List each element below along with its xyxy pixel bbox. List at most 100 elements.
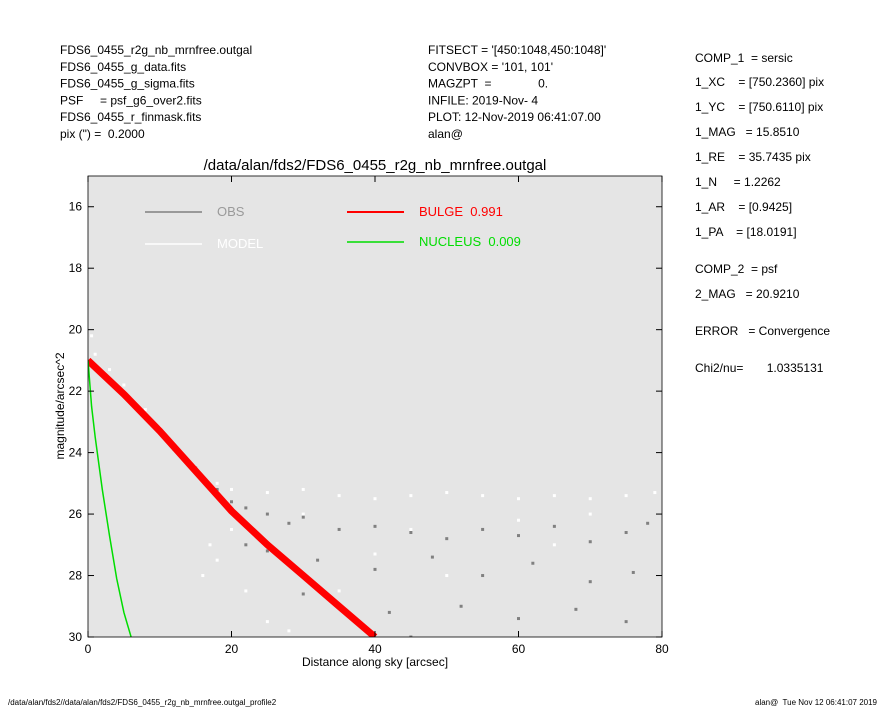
scatter-point xyxy=(409,635,413,637)
line-series xyxy=(88,360,132,637)
y-tick-label: 28 xyxy=(69,569,83,583)
scatter-point xyxy=(445,491,449,495)
scatter-point xyxy=(588,497,592,501)
x-tick-label: 40 xyxy=(368,642,382,656)
scatter-point xyxy=(373,524,377,528)
scatter-point xyxy=(244,589,248,593)
scatter-point xyxy=(90,334,94,338)
scatter-point xyxy=(93,352,97,356)
scatter-point xyxy=(653,491,657,495)
header-left-line: FDS6_0455_r2g_nb_mrnfree.outgal xyxy=(60,43,252,57)
legend-label: OBS xyxy=(217,204,245,219)
scatter-point xyxy=(481,574,485,578)
scatter-point xyxy=(517,518,520,522)
scatter-point xyxy=(445,537,449,541)
chart-title: /data/alan/fds2/FDS6_0455_r2g_nb_mrnfree… xyxy=(204,157,547,174)
header-right-line: 1_N = 1.2262 xyxy=(695,175,781,189)
header-right-line: ERROR = Convergence xyxy=(695,324,830,338)
y-tick-label: 18 xyxy=(69,261,83,275)
scatter-point xyxy=(409,494,413,498)
scatter-point xyxy=(143,408,147,412)
scatter-point xyxy=(337,527,341,531)
plot-layer xyxy=(88,334,657,637)
header-right-line: Chi2/nu= 1.0335131 xyxy=(695,361,824,375)
scatter-point xyxy=(624,620,628,624)
header-right-line: 1_MAG = 15.8510 xyxy=(695,125,800,139)
scatter-point xyxy=(373,497,377,501)
scatter-point xyxy=(265,620,269,624)
header-left-line: PSF = psf_g6_over2.fits xyxy=(60,93,202,107)
footer-left: /data/alan/fds2//data/alan/fds2/FDS6_045… xyxy=(8,698,277,707)
header-middle-line: CONVBOX = '101, 101' xyxy=(428,60,553,74)
scatter-point xyxy=(108,368,112,372)
header-left-line: pix (") = 0.2000 xyxy=(60,127,145,141)
scatter-point xyxy=(481,494,485,498)
scatter-point xyxy=(230,487,233,491)
y-tick-label: 22 xyxy=(69,384,83,398)
header-right-line: 1_AR = [0.9425] xyxy=(695,200,792,214)
scatter-point xyxy=(287,521,291,525)
scatter-point xyxy=(265,512,269,516)
footer-right: alan@ Tue Nov 12 06:41:07 2019 xyxy=(755,698,878,707)
scatter-point xyxy=(631,570,635,574)
scatter-point xyxy=(215,558,219,562)
header-middle-line: alan@ xyxy=(428,127,463,141)
scatter-point xyxy=(517,534,520,538)
scatter-point xyxy=(215,487,219,491)
legend-label: MODEL xyxy=(217,236,263,251)
scatter-point xyxy=(445,574,449,578)
scatter-point xyxy=(387,610,391,614)
header-right-line: 1_RE = 35.7435 pix xyxy=(695,150,811,164)
header-left-line: FDS6_0455_g_data.fits xyxy=(60,60,186,74)
header-middle-line: INFILE: 2019-Nov- 4 xyxy=(428,93,538,107)
scatter-point xyxy=(517,497,520,501)
scatter-point xyxy=(265,491,269,495)
scatter-point xyxy=(373,552,377,556)
x-axis-label: Distance along sky [arcsec] xyxy=(302,655,448,669)
line-series xyxy=(88,357,378,637)
scatter-point xyxy=(409,527,413,531)
header-right-line: 1_XC = [750.2360] pix xyxy=(695,75,824,89)
scatter-point xyxy=(316,558,320,562)
header-left-line: FDS6_0455_r_finmask.fits xyxy=(60,110,201,124)
x-tick-label: 60 xyxy=(512,642,526,656)
scatter-point xyxy=(517,617,520,621)
scatter-point xyxy=(301,487,305,491)
x-tick-label: 80 xyxy=(655,642,669,656)
scatter-point xyxy=(409,531,413,535)
scatter-point xyxy=(287,629,291,633)
scatter-point xyxy=(552,494,556,498)
scatter-point xyxy=(301,592,305,596)
scatter-point xyxy=(208,543,212,547)
header-right-line: 1_YC = [750.6110] pix xyxy=(695,100,823,114)
scatter-point xyxy=(301,512,305,516)
y-axis-label: magnitude/arcsec^2 xyxy=(53,352,67,459)
header-middle-line: PLOT: 12-Nov-2019 06:41:07.00 xyxy=(428,110,601,124)
y-tick-label: 24 xyxy=(69,446,83,460)
y-tick-label: 16 xyxy=(69,200,83,214)
plot-background xyxy=(88,176,662,637)
scatter-point xyxy=(552,524,556,528)
scatter-point xyxy=(531,561,535,565)
header-middle-line: FITSECT = '[450:1048,450:1048]' xyxy=(428,43,606,57)
scatter-point xyxy=(552,543,556,547)
header-right-line: COMP_1 = sersic xyxy=(695,51,793,65)
header-right-line: 1_PA = [18.0191] xyxy=(695,225,797,239)
x-tick-label: 20 xyxy=(225,642,239,656)
scatter-point xyxy=(244,543,248,547)
y-tick-label: 20 xyxy=(69,323,83,337)
scatter-point xyxy=(588,540,592,544)
y-tick-label: 26 xyxy=(69,507,83,521)
scatter-point xyxy=(459,604,463,608)
header-left-line: FDS6_0455_g_sigma.fits xyxy=(60,77,195,91)
scatter-point xyxy=(337,494,341,498)
scatter-point xyxy=(230,527,233,531)
scatter-point xyxy=(215,481,219,485)
scatter-point xyxy=(230,500,233,504)
scatter-point xyxy=(481,527,485,531)
y-tick-label: 30 xyxy=(69,630,83,644)
scatter-point xyxy=(244,506,248,510)
scatter-point xyxy=(430,555,434,559)
scatter-point xyxy=(201,574,205,578)
